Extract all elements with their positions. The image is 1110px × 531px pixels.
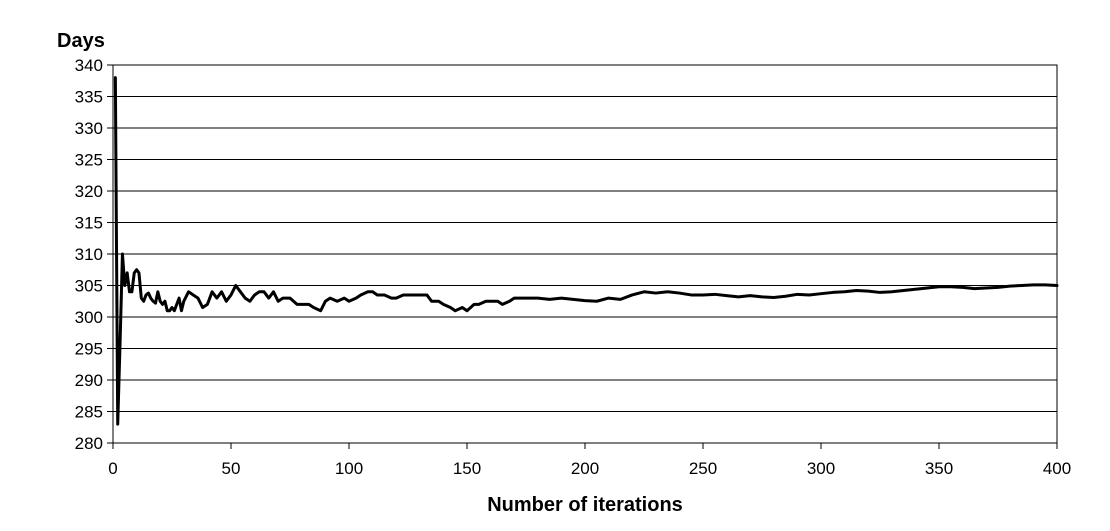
x-tick-label: 400 bbox=[1043, 459, 1071, 478]
gridlines bbox=[113, 96, 1057, 412]
y-tick-label: 300 bbox=[75, 308, 103, 327]
y-tick-label: 320 bbox=[75, 182, 103, 201]
y-tick-label: 290 bbox=[75, 371, 103, 390]
y-tick-label: 285 bbox=[75, 403, 103, 422]
x-tick-label: 200 bbox=[571, 459, 599, 478]
y-tick-label: 335 bbox=[75, 88, 103, 107]
y-tick-label: 340 bbox=[75, 56, 103, 75]
series-line bbox=[113, 76, 1059, 426]
x-tick-label: 300 bbox=[807, 459, 835, 478]
y-tick-label: 330 bbox=[75, 119, 103, 138]
x-tick-label: 100 bbox=[335, 459, 363, 478]
x-tick-label: 0 bbox=[108, 459, 117, 478]
x-tick-label: 150 bbox=[453, 459, 481, 478]
x-tick-label: 250 bbox=[689, 459, 717, 478]
y-tick-label: 280 bbox=[75, 434, 103, 453]
y-tick-label: 295 bbox=[75, 340, 103, 359]
y-axis: 280 285 290 295 300 305 310 315 320 325 330 335 340 bbox=[75, 56, 113, 453]
x-axis: 0 50 100 150 200 250 300 350 400 bbox=[108, 443, 1071, 478]
y-tick-label: 315 bbox=[75, 214, 103, 233]
y-tick-label: 325 bbox=[75, 151, 103, 170]
x-tick-label: 350 bbox=[925, 459, 953, 478]
y-tick-label: 305 bbox=[75, 277, 103, 296]
y-tick-label: 310 bbox=[75, 245, 103, 264]
x-axis-title: Number of iterations bbox=[487, 494, 683, 516]
x-tick-label: 50 bbox=[222, 459, 241, 478]
y-axis-title: Days bbox=[57, 30, 105, 52]
